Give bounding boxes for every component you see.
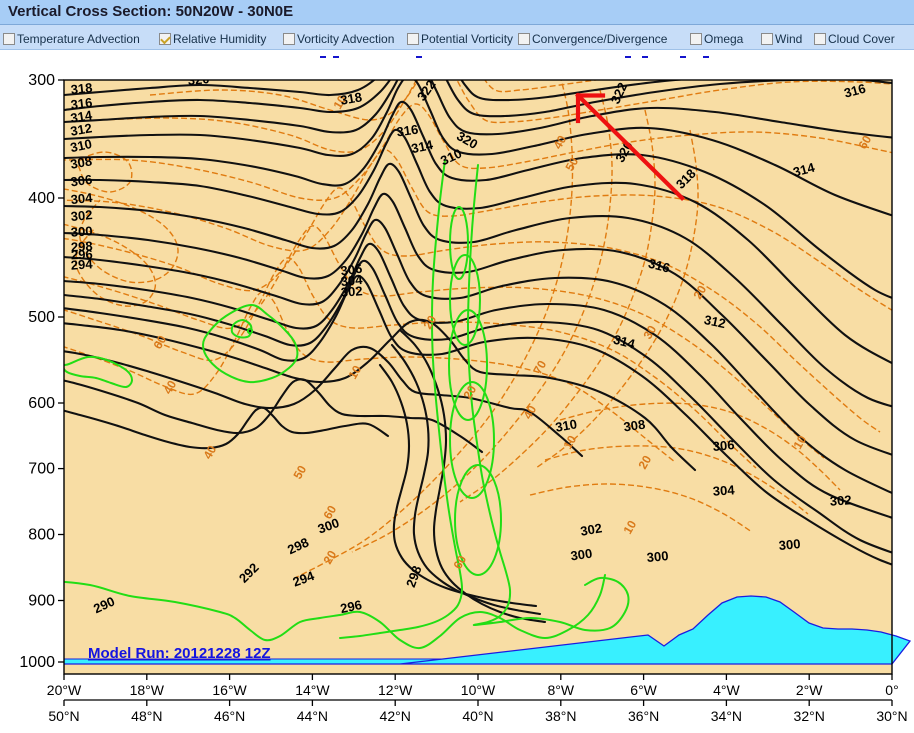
svg-text:0°: 0° — [885, 682, 898, 698]
svg-text:302: 302 — [829, 492, 852, 508]
svg-text:20°W: 20°W — [47, 682, 82, 698]
svg-text:42°N: 42°N — [380, 708, 411, 724]
svg-text:44°N: 44°N — [297, 708, 328, 724]
svg-text:800: 800 — [28, 527, 55, 544]
svg-text:1000: 1000 — [19, 654, 55, 671]
svg-text:600: 600 — [28, 395, 55, 412]
svg-text:4°W: 4°W — [713, 682, 740, 698]
svg-text:302: 302 — [70, 207, 93, 224]
svg-text:14°W: 14°W — [295, 682, 330, 698]
svg-text:48°N: 48°N — [131, 708, 162, 724]
svg-text:38°N: 38°N — [545, 708, 576, 724]
svg-text:20: 20 — [890, 151, 909, 170]
svg-text:10: 10 — [890, 101, 909, 120]
svg-text:300: 300 — [28, 72, 55, 89]
svg-text:900: 900 — [28, 593, 55, 610]
svg-text:34°N: 34°N — [711, 708, 742, 724]
svg-text:6°W: 6°W — [630, 682, 657, 698]
svg-text:304: 304 — [712, 482, 735, 499]
svg-text:400: 400 — [28, 190, 55, 207]
svg-text:8°W: 8°W — [547, 682, 574, 698]
svg-text:316: 316 — [396, 122, 420, 140]
svg-text:306: 306 — [70, 172, 94, 190]
svg-text:18°W: 18°W — [130, 682, 165, 698]
svg-text:300: 300 — [778, 536, 801, 553]
svg-text:32°N: 32°N — [794, 708, 825, 724]
svg-text:306: 306 — [712, 437, 735, 454]
svg-text:36°N: 36°N — [628, 708, 659, 724]
svg-text:40°N: 40°N — [462, 708, 493, 724]
svg-text:300: 300 — [70, 223, 93, 239]
svg-text:302: 302 — [340, 283, 363, 299]
svg-text:30: 30 — [890, 215, 909, 234]
svg-text:300: 300 — [570, 546, 594, 564]
svg-text:10: 10 — [10, 103, 29, 122]
svg-text:Model Run: 20121228 12Z: Model Run: 20121228 12Z — [88, 645, 271, 662]
svg-text:10°W: 10°W — [461, 682, 496, 698]
svg-text:294: 294 — [70, 256, 93, 273]
svg-text:308: 308 — [623, 417, 647, 435]
svg-text:2°W: 2°W — [796, 682, 823, 698]
svg-text:700: 700 — [28, 461, 55, 478]
svg-text:46°N: 46°N — [214, 708, 245, 724]
svg-text:50°N: 50°N — [48, 708, 79, 724]
svg-text:300: 300 — [646, 548, 669, 565]
svg-text:30°N: 30°N — [876, 708, 907, 724]
svg-text:500: 500 — [28, 309, 55, 326]
svg-text:304: 304 — [70, 190, 94, 207]
svg-text:16°W: 16°W — [212, 682, 247, 698]
svg-text:12°W: 12°W — [378, 682, 413, 698]
